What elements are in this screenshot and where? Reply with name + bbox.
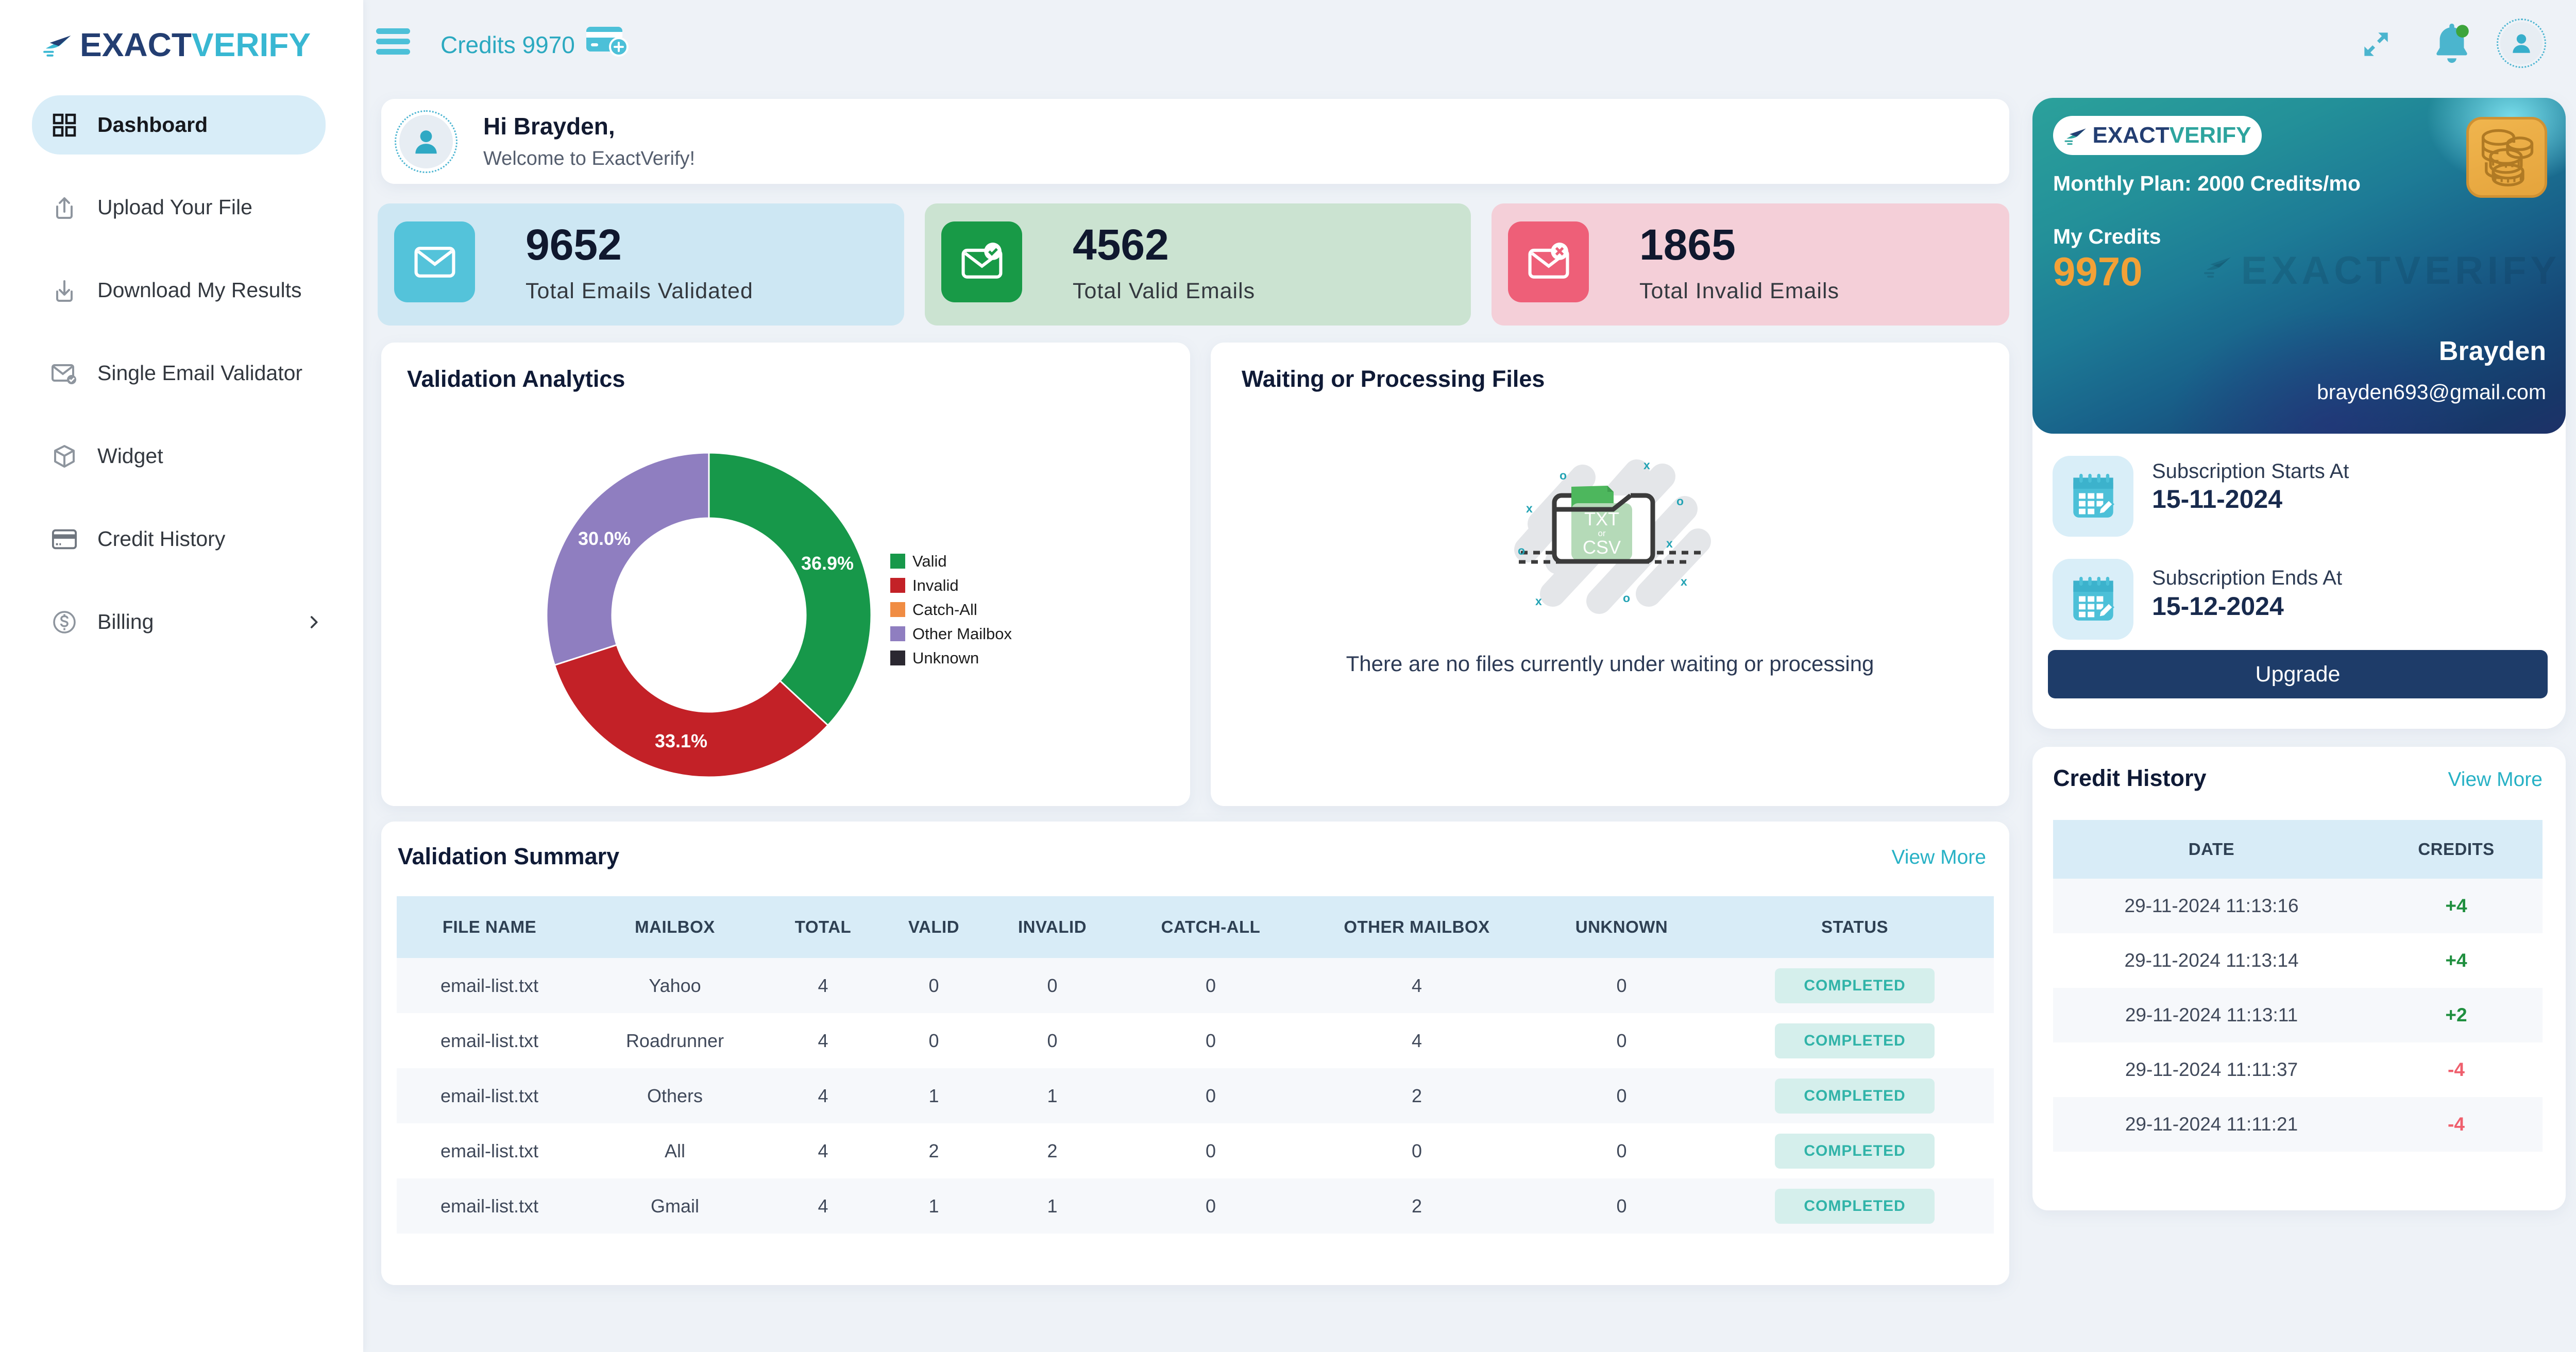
svg-text:o: o	[1623, 591, 1630, 605]
svg-text:o: o	[1676, 494, 1684, 508]
svg-text:CSV: CSV	[1583, 537, 1621, 558]
svg-text:30.0%: 30.0%	[578, 528, 631, 549]
svg-text:x: x	[1666, 537, 1673, 550]
svg-text:TXT: TXT	[1584, 508, 1619, 529]
svg-text:x: x	[1643, 458, 1650, 472]
svg-text:36.9%: 36.9%	[801, 553, 854, 574]
svg-text:x: x	[1526, 502, 1533, 515]
svg-text:or: or	[1598, 528, 1605, 538]
svg-text:33.1%: 33.1%	[655, 730, 707, 751]
svg-text:o: o	[1560, 469, 1567, 482]
svg-text:x: x	[1535, 594, 1542, 608]
svg-text:x: x	[1681, 575, 1687, 588]
svg-text:o: o	[1518, 544, 1525, 557]
